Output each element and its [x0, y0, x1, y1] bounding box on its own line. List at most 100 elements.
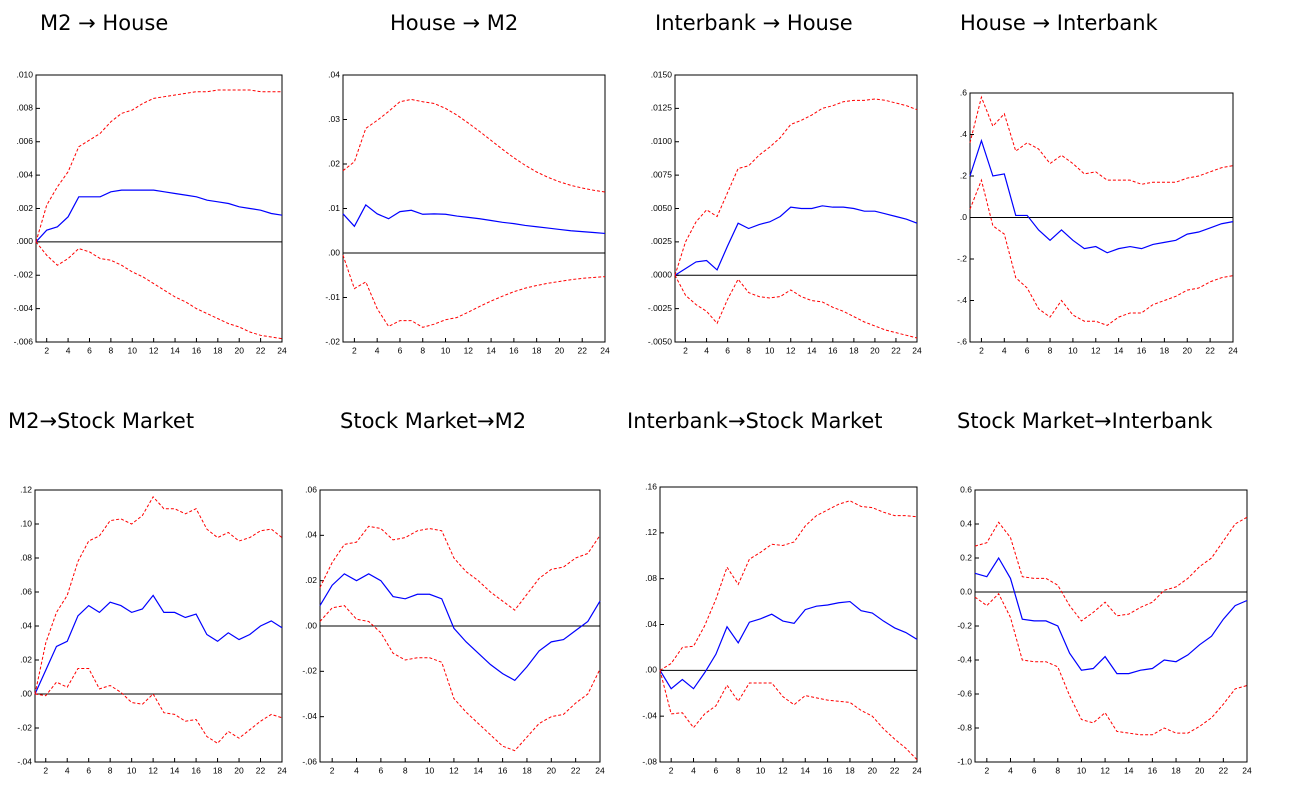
y-tick-label: .0050 [651, 203, 673, 213]
chart-title: House → Interbank [960, 11, 1159, 35]
series-line [34, 594, 283, 695]
y-tick-label: .00 [645, 665, 657, 675]
y-tick-label: -.0050 [648, 336, 672, 346]
series-line [342, 255, 606, 328]
x-tick-label: 20 [547, 765, 557, 775]
x-tick-label: 6 [714, 765, 719, 775]
x-tick-label: 14 [1114, 345, 1124, 355]
x-tick-label: 18 [213, 765, 223, 775]
x-tick-label: 4 [1008, 765, 1013, 775]
x-tick-label: 10 [128, 345, 138, 355]
y-tick-label: -.04 [642, 710, 657, 720]
series-line [342, 204, 606, 235]
series-line [35, 189, 283, 243]
x-tick-label: 22 [1205, 345, 1215, 355]
x-tick-label: 20 [234, 345, 244, 355]
y-tick-label: .04 [328, 69, 340, 79]
x-tick-label: 8 [736, 765, 741, 775]
y-tick-label: -.006 [14, 336, 34, 346]
x-tick-label: 12 [464, 345, 474, 355]
x-tick-label: 20 [234, 765, 244, 775]
y-tick-label: -.02 [302, 666, 317, 676]
x-tick-label: 22 [571, 765, 581, 775]
y-tick-label: -0.4 [957, 654, 972, 664]
x-tick-label: 14 [474, 765, 484, 775]
series-line [34, 668, 283, 744]
y-tick-label: .00 [328, 247, 340, 257]
x-tick-label: 8 [420, 345, 425, 355]
y-tick-label: .010 [16, 69, 33, 79]
x-tick-label: 2 [44, 345, 49, 355]
y-tick-label: .6 [960, 87, 967, 97]
y-tick-label: .00 [20, 688, 32, 698]
y-tick-label: -.002 [14, 270, 34, 280]
y-tick-label: .06 [20, 586, 32, 596]
x-tick-label: 24 [277, 765, 287, 775]
x-tick-label: 14 [1124, 765, 1134, 775]
x-tick-label: 4 [691, 765, 696, 775]
y-tick-label: .10 [20, 518, 32, 528]
x-tick-label: 2 [352, 345, 357, 355]
y-tick-label: .12 [20, 484, 32, 494]
x-tick-label: 8 [1048, 345, 1053, 355]
x-tick-label: 24 [1228, 345, 1238, 355]
y-tick-label: .004 [16, 169, 33, 179]
y-tick-label: .02 [305, 575, 317, 585]
x-tick-label: 6 [398, 345, 403, 355]
x-tick-label: 18 [1171, 765, 1181, 775]
x-tick-label: 18 [522, 765, 532, 775]
y-tick-label: -.2 [957, 253, 967, 263]
x-tick-label: 14 [801, 765, 811, 775]
x-tick-label: 6 [379, 765, 384, 775]
y-tick-label: 0.4 [960, 518, 972, 528]
x-tick-label: 10 [765, 345, 775, 355]
y-tick-label: .00 [305, 620, 317, 630]
y-tick-label: .2 [960, 170, 967, 180]
x-tick-label: 6 [87, 345, 92, 355]
plot-frame [674, 74, 918, 343]
x-tick-label: 16 [509, 345, 519, 355]
x-tick-label: 24 [600, 345, 610, 355]
series-line [342, 98, 606, 193]
x-tick-label: 12 [449, 765, 459, 775]
y-tick-label: 0.2 [960, 552, 972, 562]
x-tick-label: 16 [191, 765, 201, 775]
y-tick-label: .0075 [651, 169, 673, 179]
x-tick-label: 8 [108, 765, 113, 775]
y-tick-label: .04 [645, 619, 657, 629]
y-tick-label: .006 [16, 136, 33, 146]
y-tick-label: -0.6 [957, 688, 972, 698]
y-tick-label: -.02 [17, 722, 32, 732]
x-tick-label: 18 [532, 345, 542, 355]
x-tick-label: 12 [778, 765, 788, 775]
y-tick-label: .02 [328, 158, 340, 168]
series-line [659, 500, 918, 671]
x-tick-label: 16 [1137, 345, 1147, 355]
y-tick-label: 0.6 [960, 484, 972, 494]
y-tick-label: -.6 [957, 336, 967, 346]
x-tick-label: 2 [683, 345, 688, 355]
y-tick-label: .002 [16, 203, 33, 213]
chart-title: Stock Market→M2 [340, 409, 526, 433]
series-line [34, 495, 283, 695]
x-tick-label: 4 [66, 345, 71, 355]
x-tick-label: 2 [330, 765, 335, 775]
x-tick-label: 22 [1219, 765, 1229, 775]
series-line [674, 98, 918, 276]
x-tick-label: 20 [1195, 765, 1205, 775]
x-tick-label: 4 [1002, 345, 1007, 355]
x-tick-label: 24 [912, 345, 922, 355]
x-tick-label: 14 [486, 345, 496, 355]
y-tick-label: .0025 [651, 236, 673, 246]
series-line [35, 89, 282, 243]
series-line [674, 275, 918, 339]
y-tick-label: .0000 [651, 270, 673, 280]
y-tick-label: 0.0 [960, 586, 972, 596]
series-line [969, 95, 1234, 185]
y-tick-label: -.0025 [648, 303, 672, 313]
y-tick-label: .03 [328, 114, 340, 124]
x-tick-label: 20 [1183, 345, 1193, 355]
y-tick-label: -.02 [325, 336, 340, 346]
y-tick-label: .01 [328, 203, 340, 213]
